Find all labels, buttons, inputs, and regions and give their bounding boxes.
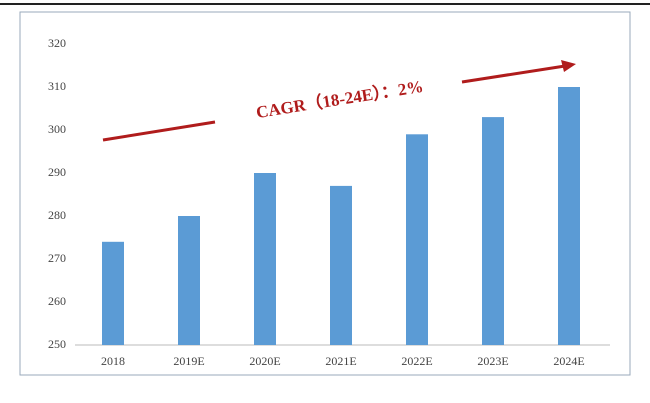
bar (254, 173, 276, 345)
x-tick-label: 2019E (173, 354, 204, 368)
y-tick-label: 260 (48, 294, 66, 308)
trend-arrow (102, 120, 216, 142)
y-tick-label: 290 (48, 165, 66, 179)
bar (330, 185, 352, 345)
trend-arrow (461, 64, 566, 84)
x-tick-label: 2023E (477, 354, 508, 368)
bar (558, 87, 580, 345)
arrow-head (561, 60, 576, 72)
frame (19, 11, 631, 376)
annotation: CAGR（18-24E）：2% (255, 76, 425, 122)
bar (482, 117, 504, 345)
y-tick-label: 320 (48, 36, 66, 50)
bar (406, 134, 428, 345)
x-tick-label: 2021E (325, 354, 356, 368)
y-tick-label: 270 (48, 251, 66, 265)
x-tick-label: 2018 (101, 354, 125, 368)
x-tick-label: 2024E (553, 354, 584, 368)
y-tick-label: 310 (48, 79, 66, 93)
y-tick-label: 250 (48, 337, 66, 351)
x-tick-label: 2022E (401, 354, 432, 368)
x-tick-label: 2020E (249, 354, 280, 368)
bar (102, 241, 124, 345)
bar (178, 216, 200, 345)
y-tick-label: 300 (48, 122, 66, 136)
y-tick-label: 280 (48, 208, 66, 222)
